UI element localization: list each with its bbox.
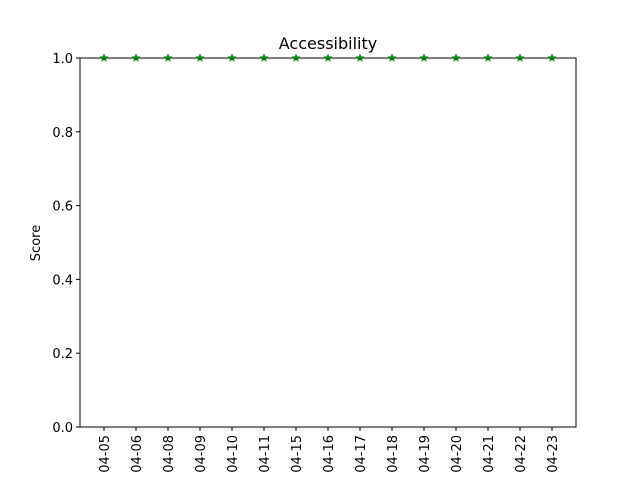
chart-title: Accessibility — [279, 34, 377, 53]
data-point-star — [227, 53, 237, 62]
data-point-star — [195, 53, 205, 62]
y-tick-label: 0.8 — [52, 126, 73, 141]
x-tick-label: 04-22 — [514, 435, 529, 473]
data-point-star — [483, 53, 493, 62]
data-point-star — [163, 53, 173, 62]
data-point-star — [99, 53, 109, 62]
x-tick-label: 04-15 — [290, 435, 305, 473]
data-point-star — [451, 53, 461, 62]
x-tick-label: 04-19 — [418, 435, 433, 473]
x-tick-label: 04-06 — [130, 435, 145, 473]
data-point-star — [355, 53, 365, 62]
x-tick-label: 04-20 — [450, 435, 465, 473]
x-tick-label: 04-11 — [258, 435, 273, 473]
plot-area: 0.0 0.2 0.4 0.6 0.8 1.0 04-05 04-06 04-08 04-09 04… — [52, 52, 577, 473]
y-axis-label: Score — [29, 225, 44, 261]
x-tick-label: 04-21 — [482, 435, 497, 473]
x-tick-label: 04-08 — [162, 435, 177, 473]
y-tick-label: 0.6 — [52, 200, 73, 215]
data-point-star — [323, 53, 333, 62]
x-tick-label: 04-16 — [322, 435, 337, 473]
y-tick-label: 1.0 — [52, 52, 73, 67]
x-tick-label: 04-10 — [226, 435, 241, 473]
data-point-star — [259, 53, 269, 62]
data-point-star — [131, 53, 141, 62]
y-tick-label: 0.2 — [52, 347, 73, 362]
x-tick-label: 04-23 — [546, 435, 561, 473]
data-point-star — [291, 53, 301, 62]
x-tick-label: 04-18 — [386, 435, 401, 473]
y-tick-label: 0.0 — [52, 421, 73, 436]
data-point-star — [387, 53, 397, 62]
x-tick-label: 04-05 — [98, 435, 113, 473]
data-point-star — [515, 53, 525, 62]
x-tick-label: 04-09 — [194, 435, 209, 473]
data-point-star — [547, 53, 557, 62]
y-tick-label: 0.4 — [52, 273, 73, 288]
data-point-star — [419, 53, 429, 62]
x-tick-label: 04-17 — [354, 435, 369, 473]
